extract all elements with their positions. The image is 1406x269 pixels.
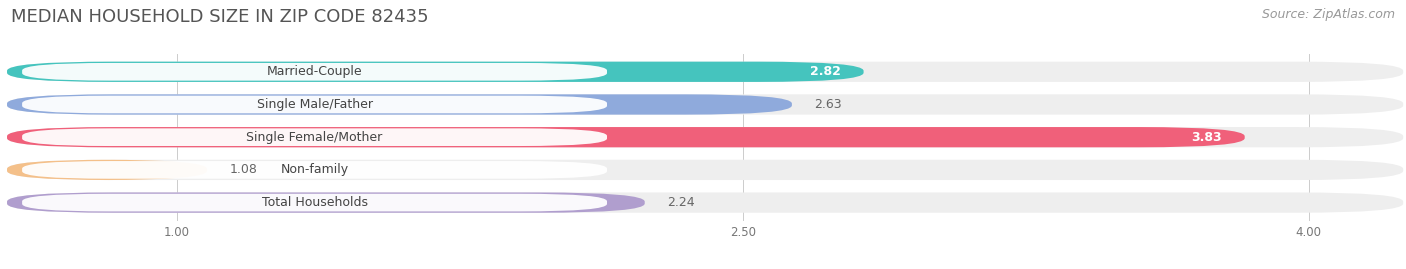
Text: Non-family: Non-family (281, 163, 349, 176)
FancyBboxPatch shape (7, 160, 207, 180)
Text: 2.24: 2.24 (668, 196, 695, 209)
Text: 2.82: 2.82 (810, 65, 841, 78)
FancyBboxPatch shape (22, 96, 607, 113)
Text: Source: ZipAtlas.com: Source: ZipAtlas.com (1261, 8, 1395, 21)
FancyBboxPatch shape (22, 63, 607, 81)
FancyBboxPatch shape (7, 62, 1403, 82)
Text: 2.63: 2.63 (814, 98, 842, 111)
FancyBboxPatch shape (7, 127, 1403, 147)
FancyBboxPatch shape (22, 128, 607, 146)
FancyBboxPatch shape (22, 161, 607, 179)
Text: Total Households: Total Households (262, 196, 367, 209)
FancyBboxPatch shape (7, 62, 863, 82)
FancyBboxPatch shape (7, 94, 1403, 115)
FancyBboxPatch shape (7, 127, 1244, 147)
FancyBboxPatch shape (7, 192, 1403, 213)
Text: MEDIAN HOUSEHOLD SIZE IN ZIP CODE 82435: MEDIAN HOUSEHOLD SIZE IN ZIP CODE 82435 (11, 8, 429, 26)
Text: 3.83: 3.83 (1191, 131, 1222, 144)
Text: Married-Couple: Married-Couple (267, 65, 363, 78)
FancyBboxPatch shape (7, 192, 645, 213)
FancyBboxPatch shape (22, 194, 607, 211)
Text: Single Male/Father: Single Male/Father (256, 98, 373, 111)
FancyBboxPatch shape (7, 160, 1403, 180)
Text: Single Female/Mother: Single Female/Mother (246, 131, 382, 144)
FancyBboxPatch shape (7, 94, 792, 115)
Text: 1.08: 1.08 (229, 163, 257, 176)
